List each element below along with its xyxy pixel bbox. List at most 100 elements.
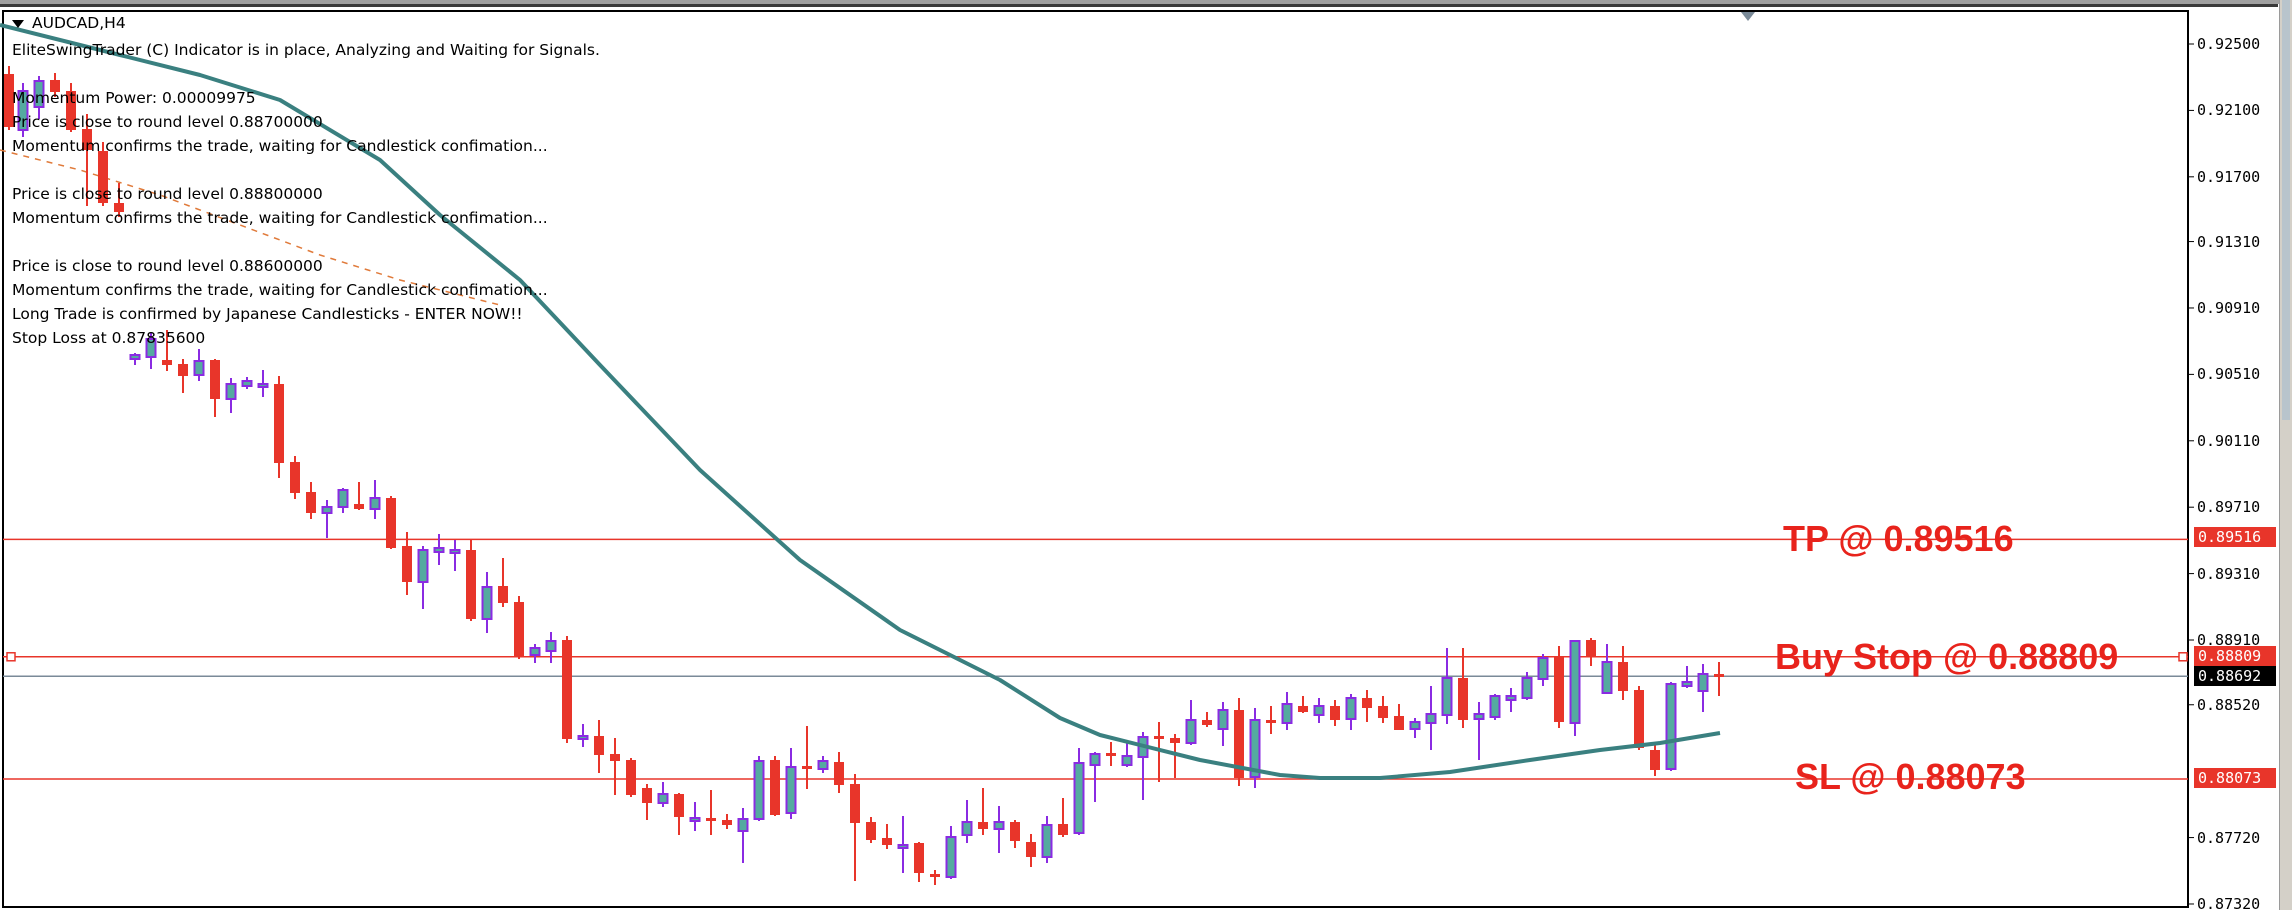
bear-candle (1586, 640, 1596, 657)
bull-candle (689, 817, 701, 822)
bear-candle (1202, 720, 1212, 725)
indicator-message: Price is close to round level 0.88700000 (12, 113, 323, 131)
bull-candle (1281, 703, 1293, 724)
bull-candle (1409, 721, 1421, 730)
dropdown-triangle-icon[interactable] (12, 19, 24, 28)
bull-candle (129, 354, 141, 360)
indicator-message: EliteSwingTrader (C) Indicator is in pla… (12, 41, 600, 59)
bull-candle (1601, 661, 1613, 694)
sl-price-tag: 0.88073 (2194, 768, 2276, 788)
bear-candle (1330, 706, 1340, 720)
indicator-message: Price is close to round level 0.88600000 (12, 257, 323, 275)
bear-candle (66, 91, 76, 130)
bear-candle (82, 129, 92, 150)
bear-candle (402, 546, 412, 582)
window-top-border (0, 0, 2292, 4)
bear-candle (866, 822, 876, 840)
bull-candle (1441, 677, 1453, 716)
bull-candle (369, 497, 381, 510)
bear-candle (1378, 706, 1388, 718)
bull-candle (1185, 719, 1197, 744)
bull-candle (1313, 705, 1325, 716)
bear-candle (178, 364, 188, 376)
symbol-title: AUDCAD,H4 (12, 14, 126, 32)
bull-candle (225, 383, 237, 400)
bear-candle (930, 874, 940, 877)
bear-candle (386, 498, 396, 548)
buy-stop-label: Buy Stop @ 0.88809 (1775, 636, 2119, 677)
bear-candle (770, 760, 780, 815)
bear-candle (1298, 706, 1308, 712)
bull-candle (257, 383, 269, 388)
bull-candle (945, 836, 957, 878)
bear-candle (610, 754, 620, 761)
bear-candle (1106, 753, 1116, 756)
bull-candle (1089, 753, 1101, 766)
bear-candle (354, 504, 364, 509)
bull-candle (17, 90, 29, 131)
bull-candle (241, 380, 253, 387)
bull-candle (1681, 681, 1693, 687)
bull-candle (657, 793, 669, 804)
scrollbar-thumb[interactable] (2282, 0, 2290, 420)
bull-candle (1041, 824, 1053, 858)
bull-candle (1425, 713, 1437, 724)
bull-candle (1665, 683, 1677, 770)
bear-candle (642, 788, 652, 803)
bear-candle (834, 762, 844, 785)
bull-candle (1217, 709, 1229, 730)
buy-stop-price-tag: 0.88809 (2194, 646, 2276, 666)
chart-shift-marker-icon (1741, 12, 1755, 21)
bear-candle (1154, 736, 1164, 739)
bull-candle (321, 506, 333, 514)
bull-candle (1489, 695, 1501, 718)
symbol-title-text: AUDCAD,H4 (32, 14, 126, 32)
bear-candle (514, 602, 524, 657)
indicator-message (12, 230, 600, 254)
current-price-tag: 0.88692 (2194, 666, 2276, 686)
buy-stop-left-handle-icon (6, 652, 16, 662)
indicator-message: Long Trade is confirmed by Japanese Cand… (12, 305, 523, 323)
indicator-message: Momentum confirms the trade, waiting for… (12, 281, 548, 299)
price-axis-label: 0.92100 (2197, 101, 2261, 120)
indicator-message: Price is close to round level 0.88800000 (12, 185, 323, 203)
bear-candle (498, 586, 508, 603)
bull-candle (897, 844, 909, 849)
bull-candle (961, 821, 973, 836)
bear-candle (626, 760, 636, 795)
price-axis-label: 0.90110 (2197, 431, 2261, 450)
tp-label: TP @ 0.89516 (1783, 518, 2014, 559)
bear-candle (802, 766, 812, 769)
bear-candle (466, 550, 476, 619)
bull-candle (417, 549, 429, 583)
bull-candle (433, 547, 445, 553)
price-axis-label: 0.89310 (2197, 564, 2261, 583)
price-axis-label: 0.87720 (2197, 828, 2261, 847)
indicator-message: Stop Loss at 0.87835600 (12, 329, 206, 347)
moving-average-line (0, 23, 1721, 780)
bear-candle (706, 818, 716, 821)
bull-candle (577, 735, 589, 740)
bear-candle (1010, 822, 1020, 841)
bear-candle (162, 360, 172, 365)
bear-candle (98, 151, 108, 203)
bull-candle (449, 549, 461, 554)
bull-candle (1505, 695, 1517, 701)
bull-candle (1345, 697, 1357, 720)
bull-candle (33, 80, 45, 108)
bear-candle (722, 820, 732, 825)
bear-candle (1554, 657, 1564, 722)
bull-candle (993, 821, 1005, 830)
bull-candle (1473, 713, 1485, 720)
bear-candle (594, 736, 604, 755)
bear-candle (1394, 716, 1404, 730)
indicator-message: Momentum Power: 0.00009975 (12, 89, 256, 107)
bear-candle (1234, 710, 1244, 778)
indicator-message (12, 158, 600, 182)
price-axis-label: 0.88520 (2197, 695, 2261, 714)
bull-candle (753, 760, 765, 820)
indicator-message: Momentum confirms the trade, waiting for… (12, 137, 548, 155)
vertical-scrollbar[interactable] (2279, 0, 2292, 910)
indicator-message (12, 62, 600, 86)
